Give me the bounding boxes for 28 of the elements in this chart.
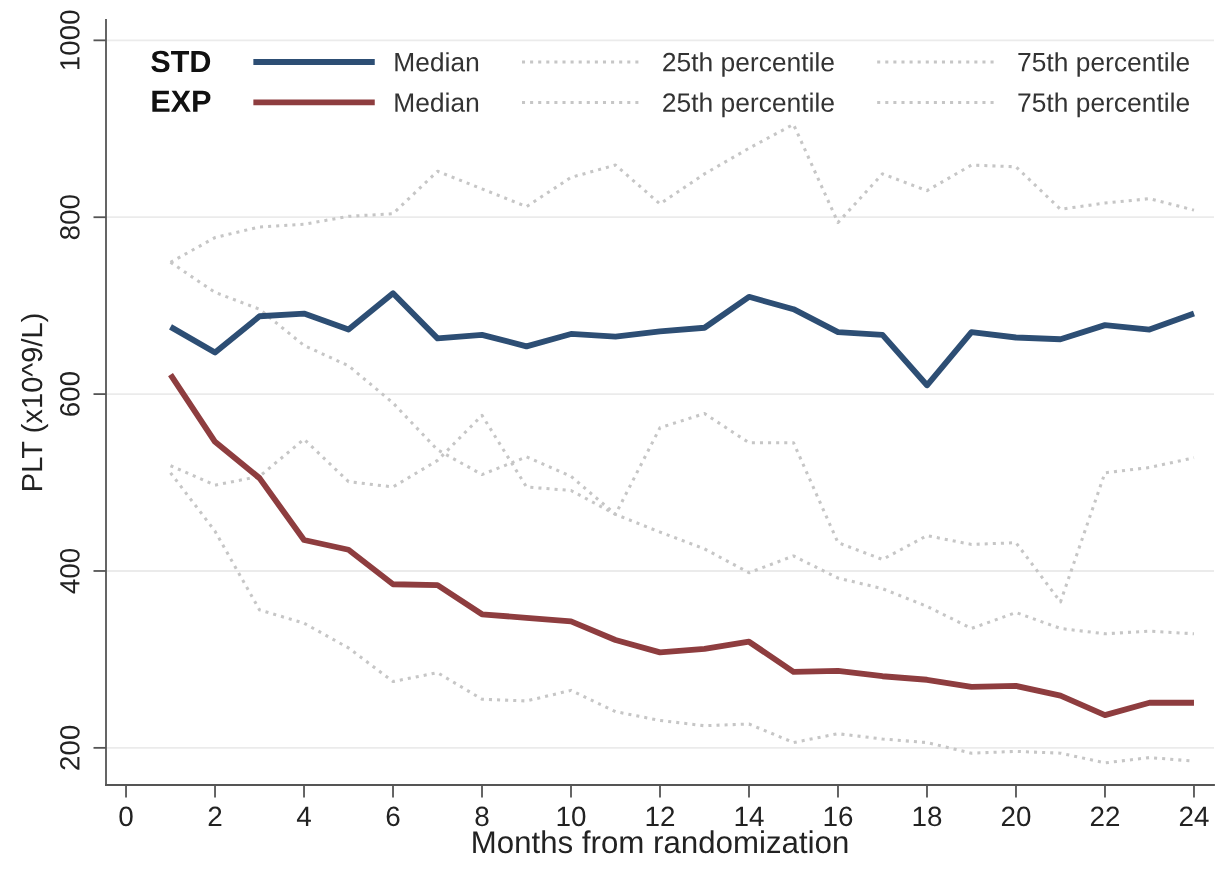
x-tick-label: 20 (1001, 806, 1031, 827)
x-tick-label: 0 (119, 806, 133, 827)
x-tick-label: 2 (208, 806, 222, 826)
legend-label: Median (395, 92, 479, 112)
legend-label: Median (395, 52, 479, 72)
x-tick-label: 14 (735, 806, 764, 826)
legend-label: 25th percentile (663, 92, 834, 118)
y-tick-label: 1000 (60, 10, 80, 70)
x-tick-label: 16 (824, 806, 853, 827)
x-tick-label: 22 (1090, 806, 1120, 826)
y-tick-label: 200 (60, 725, 80, 770)
x-tick-label: 10 (557, 806, 586, 827)
x-tick-label: 18 (913, 806, 942, 827)
y-tick-label: 800 (60, 195, 80, 240)
x-axis-title: Months from randomization (473, 830, 848, 854)
x-tick-label: 8 (475, 806, 489, 827)
y-tick-label: 600 (60, 372, 80, 416)
x-tick-label: 6 (386, 806, 400, 827)
legend-label: 75th percentile (1018, 92, 1189, 118)
annotation: STD (151, 50, 211, 73)
y-tick-label: 400 (60, 548, 80, 594)
x-tick-label: 12 (646, 806, 675, 826)
x-tick-label: 24 (1179, 806, 1209, 826)
annotation: EXP (152, 90, 211, 112)
y-axis-title: PLT (x10^9/L) (20, 314, 49, 490)
legend-label: 75th percentile (1018, 52, 1189, 77)
legend-label: 25th percentile (663, 52, 834, 77)
x-tick-label: 4 (296, 806, 311, 826)
